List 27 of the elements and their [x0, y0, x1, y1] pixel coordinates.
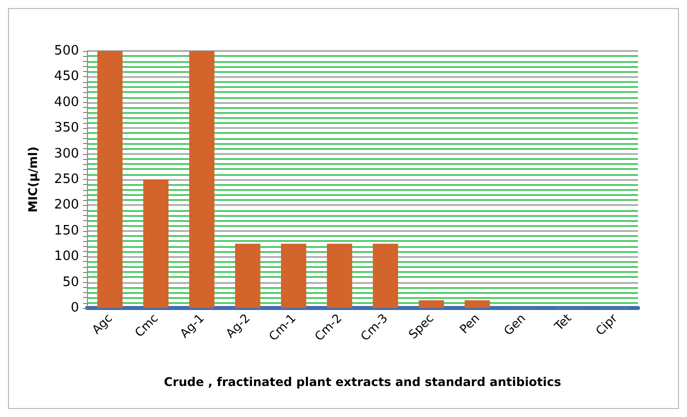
bar [189, 51, 214, 308]
x-tick-label: Pen [456, 311, 482, 336]
x-tick-label: Gen [501, 311, 528, 338]
bar [326, 244, 352, 308]
x-axis-title: Crude , fractinated plant extracts and standard antibiotics [164, 375, 562, 389]
y-axis-title: MIC(µ/ml) [26, 146, 40, 213]
y-tick-label: 500 [54, 44, 79, 58]
bar [372, 244, 398, 308]
x-tick-label: Tet [551, 310, 574, 334]
y-tick-label: 0 [70, 300, 79, 316]
x-tick-label: Agc [89, 311, 115, 337]
y-tick-label: 150 [54, 223, 79, 238]
bar [418, 300, 444, 308]
bar [281, 244, 306, 308]
y-tick-label: 50 [62, 274, 79, 290]
y-tick-label: 450 [54, 69, 79, 84]
y-tick-label: 100 [54, 249, 79, 264]
y-tick-label: 300 [54, 146, 79, 162]
y-tick-label: 250 [54, 172, 79, 187]
x-tick-label: Cipr [592, 311, 620, 338]
bar [143, 180, 168, 308]
bar [464, 300, 490, 308]
y-tick-label: 200 [54, 198, 79, 213]
y-tick-label: 350 [54, 120, 79, 136]
bar [97, 51, 123, 308]
bar [235, 244, 260, 308]
y-tick-label: 400 [54, 94, 79, 110]
